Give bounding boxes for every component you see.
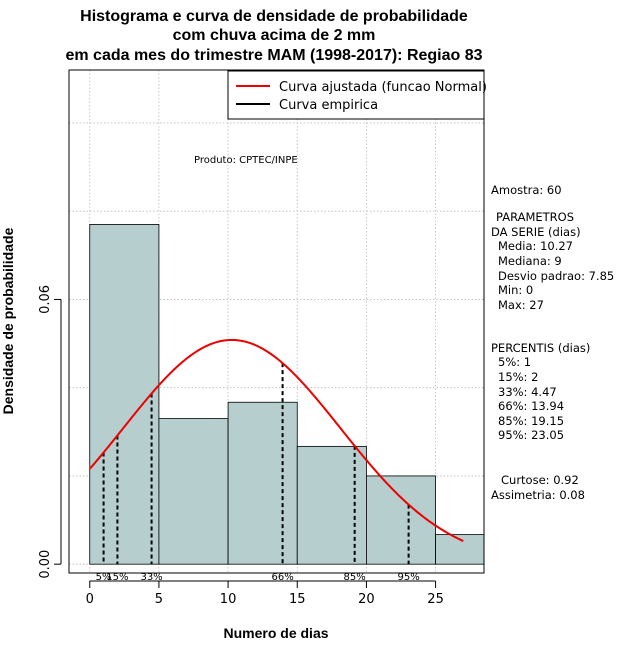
p15-value: 15%: 2 [498,370,538,384]
histogram-bar-1 [158,418,229,565]
y-tick-label-0: 0.00 [38,550,53,579]
legend-label-empirical: Curva empirica [279,98,378,113]
params-title-2: DA SERIE (dias) [491,225,581,239]
x-tick-label-1: 5 [155,592,163,607]
min-value: Min: 0 [498,283,533,297]
histogram-bar-2 [227,401,298,565]
x-tick-label-4: 20 [358,592,375,607]
median-value: Mediana: 9 [498,254,562,268]
legend: Curva ajustada (funcao Normal) Curva emp… [227,70,487,120]
params-title-1: PARAMETROS [496,210,574,224]
p95-value: 95%: 23.05 [498,428,564,442]
percentile-label-1: 15% [106,572,128,583]
histogram-bars [89,224,485,565]
mean-value: Media: 10.27 [498,239,573,253]
y-axis: 0.00 0.06 [38,285,62,579]
p66-value: 66%: 13.94 [498,399,564,413]
chart-title-line-2: com chuva acima de 2 mm [173,27,376,44]
max-value: Max: 27 [498,298,544,312]
x-tick-label-0: 0 [86,592,94,607]
percentile-label-3: 66% [271,572,293,583]
x-tick-label-2: 10 [220,592,237,607]
plot-frame [68,69,485,574]
p85-value: 85%: 19.15 [498,414,564,428]
histogram-bar-3 [296,445,367,565]
stats-panel: Amostra: 60 PARAMETROS DA SERIE (dias) M… [491,183,614,502]
std-value: Desvio padrao: 7.85 [498,269,614,283]
x-tick-label-3: 15 [289,592,306,607]
x-tick-label-5: 25 [427,592,444,607]
legend-label-normal: Curva ajustada (funcao Normal) [279,80,487,95]
percentile-labels: 5%15% 33% 66% 85% 95% [96,572,420,583]
product-annotation: Produto: CPTEC/INPE [194,155,298,166]
kurtosis-value: Curtose: 0.92 [501,473,579,487]
p5-value: 5%: 1 [498,355,531,369]
x-axis: 0 5 10 15 20 25 [86,580,444,607]
percentile-label-0: 5% [96,572,112,583]
percentile-label-5: 95% [397,572,419,583]
x-axis-label: Numero de dias [223,625,328,641]
histogram-bar-0 [89,224,160,565]
y-tick-label-1: 0.06 [38,285,53,314]
sample-size: Amostra: 60 [491,183,562,197]
skewness-value: Assimetria: 0.08 [491,488,585,502]
chart-title-line-1: Histograma e curva de densidade de proba… [80,8,468,25]
percentile-lines [102,363,410,565]
histogram-bar-4 [366,475,436,565]
percentile-label-2: 33% [140,572,162,583]
chart-title-line-3: em cada mes do trimestre MAM (1998-2017)… [65,47,482,64]
y-axis-label: Densidade de probabilidade [0,227,16,414]
legend-box [227,70,485,120]
p33-value: 33%: 4.47 [498,385,557,399]
normal-fit-curve [88,338,464,542]
percentile-label-4: 85% [344,572,366,583]
percentiles-title: PERCENTIS (dias) [491,341,590,355]
